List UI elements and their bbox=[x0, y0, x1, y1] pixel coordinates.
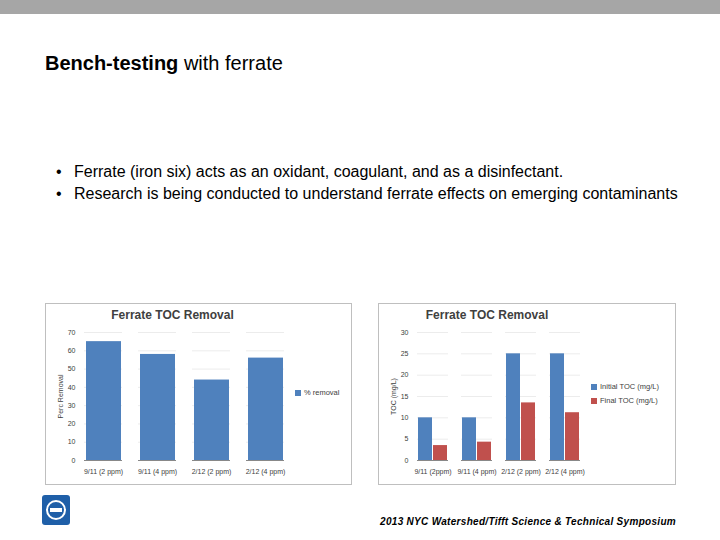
svg-text:2/12 (2 ppm): 2/12 (2 ppm) bbox=[501, 468, 541, 476]
svg-text:9/11 (4 ppm): 9/11 (4 ppm) bbox=[457, 468, 496, 476]
svg-text:60: 60 bbox=[68, 347, 76, 354]
html-text:Ferrate TOC Removal: Ferrate TOC Removal bbox=[111, 308, 234, 322]
html-text:Initial TOC (mg/L): Initial TOC (mg/L) bbox=[600, 382, 659, 391]
svg-text:0: 0 bbox=[405, 457, 409, 464]
svg-text:9/11 (2ppm): 9/11 (2ppm) bbox=[414, 468, 451, 476]
svg-text:2/12 (4 ppm): 2/12 (4 ppm) bbox=[545, 468, 585, 476]
svg-text:2/12 (4 ppm): 2/12 (4 ppm) bbox=[246, 468, 286, 476]
svg-text:70: 70 bbox=[68, 329, 76, 336]
html-text:% removal: % removal bbox=[304, 388, 340, 397]
svg-text:15: 15 bbox=[401, 393, 409, 400]
svg-text:5: 5 bbox=[405, 435, 409, 442]
html-text:2013 NYC Watershed/Tifft Scien: 2013 NYC Watershed/Tifft Science & Techn… bbox=[380, 516, 676, 527]
svg-text:9/11 (4 ppm): 9/11 (4 ppm) bbox=[138, 468, 177, 476]
svg-text:20: 20 bbox=[401, 371, 409, 378]
svg-text:0: 0 bbox=[72, 457, 76, 464]
svg-text:25: 25 bbox=[401, 350, 409, 357]
html-text:Bench-testing with ferrate: Bench-testing with ferrate bbox=[45, 52, 283, 74]
svg-text:10: 10 bbox=[401, 414, 409, 421]
svg-text:30: 30 bbox=[401, 329, 409, 336]
svg-text:2/12 (2 ppm): 2/12 (2 ppm) bbox=[192, 468, 232, 476]
svg-text:50: 50 bbox=[68, 365, 76, 372]
svg-text:20: 20 bbox=[68, 420, 76, 427]
html-text:Final TOC (mg/L): Final TOC (mg/L) bbox=[600, 396, 658, 405]
svg-text:10: 10 bbox=[68, 438, 76, 445]
html-text:Ferrate TOC Removal: Ferrate TOC Removal bbox=[425, 308, 549, 322]
svg-text:40: 40 bbox=[68, 384, 76, 391]
html-text:Research is being conducted to: Research is being conducted to understan… bbox=[74, 185, 678, 202]
svg-text:TOC (mg/L): TOC (mg/L) bbox=[390, 378, 398, 415]
svg-text:30: 30 bbox=[68, 402, 76, 409]
svg-text:9/11 (2 ppm): 9/11 (2 ppm) bbox=[84, 468, 123, 476]
html-text:Ferrate (iron six) acts as an: Ferrate (iron six) acts as an oxidant, c… bbox=[74, 163, 564, 180]
svg-text:Perc Removal: Perc Removal bbox=[57, 374, 64, 418]
